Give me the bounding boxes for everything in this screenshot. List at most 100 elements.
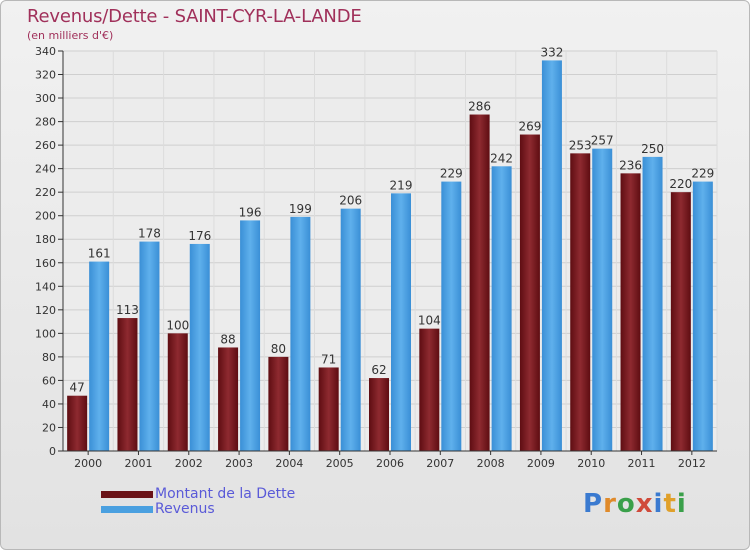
legend-label-debt: Montant de la Dette [155, 486, 296, 502]
data-label-debt-2009: 269 [518, 120, 541, 134]
data-label-debt-2002: 100 [166, 318, 189, 332]
data-label-debt-2006: 62 [371, 363, 386, 377]
y-tick-label: 280 [35, 116, 56, 129]
x-tick-label: 2004 [275, 457, 303, 470]
bar-revenus-2006 [391, 193, 411, 451]
data-label-revenus-2009: 332 [540, 45, 563, 59]
data-label-revenus-2011: 250 [641, 142, 664, 156]
logo-letter: x [635, 489, 654, 519]
y-tick-label: 240 [35, 163, 56, 176]
x-tick-label: 2012 [678, 457, 706, 470]
logo-letter: r [603, 489, 617, 519]
y-tick-label: 200 [35, 210, 56, 223]
data-label-revenus-2012: 229 [691, 167, 714, 181]
x-tick-label: 2010 [577, 457, 605, 470]
y-tick-label: 0 [49, 445, 56, 458]
bar-debt-2006 [369, 378, 389, 451]
bar-revenus-2011 [642, 156, 663, 451]
chart-subtitle: (en milliers d'€) [27, 29, 114, 42]
bar-debt-2001 [117, 318, 138, 451]
y-tick-label: 180 [35, 233, 56, 246]
y-tick-label: 220 [35, 186, 56, 199]
data-label-debt-2010: 253 [569, 138, 592, 152]
logo-letter: P [583, 489, 604, 519]
legend-label-revenus: Revenus [155, 501, 215, 517]
bar-debt-2010 [570, 153, 591, 451]
bar-revenus-2001 [139, 241, 160, 451]
data-label-revenus-2001: 178 [138, 227, 161, 241]
logo-letter: i [653, 489, 664, 519]
legend-item-debt: Montant de la Dette [101, 486, 296, 502]
data-label-debt-2003: 88 [220, 332, 235, 346]
data-label-debt-2001: 113 [116, 303, 139, 317]
data-label-debt-2000: 47 [70, 381, 85, 395]
bar-revenus-2009 [541, 60, 562, 451]
data-label-debt-2008: 286 [468, 100, 491, 114]
proxiti-logo: Proxiti [583, 489, 687, 519]
data-label-debt-2004: 80 [271, 342, 286, 356]
legend-swatch-debt [101, 490, 153, 498]
logo-letter: t [663, 489, 677, 519]
data-label-revenus-2000: 161 [88, 247, 111, 261]
bar-debt-2000 [67, 395, 88, 451]
plot-area [63, 51, 717, 451]
y-tick-label: 340 [35, 45, 56, 58]
y-tick-label: 60 [42, 374, 56, 387]
bar-debt-2003 [218, 347, 239, 451]
x-tick-label: 2008 [477, 457, 505, 470]
y-tick-label: 300 [35, 92, 56, 105]
bar-debt-2009 [519, 134, 540, 451]
bar-revenus-2003 [240, 220, 261, 451]
y-tick-label: 20 [42, 421, 56, 434]
data-label-revenus-2010: 257 [591, 134, 614, 148]
data-label-revenus-2002: 176 [188, 229, 211, 243]
bars [67, 60, 713, 452]
data-label-revenus-2006: 219 [390, 178, 413, 192]
bar-debt-2002 [167, 333, 188, 451]
bar-debt-2007 [419, 328, 440, 451]
bar-debt-2005 [318, 367, 339, 451]
legend-swatch-revenus [101, 505, 153, 513]
bar-revenus-2005 [340, 208, 361, 451]
x-tick-label: 2005 [326, 457, 354, 470]
bar-revenus-2010 [592, 148, 613, 451]
data-label-revenus-2008: 242 [490, 151, 513, 165]
chart-title: Revenus/Dette - SAINT-CYR-LA-LANDE [27, 6, 362, 27]
x-tick-label: 2001 [124, 457, 152, 470]
data-label-debt-2005: 71 [321, 352, 336, 366]
data-labels: 47 161 113 178 100 176 88 196 80 199 71 206 62 219 104… [70, 45, 715, 394]
y-tick-label: 100 [35, 327, 56, 340]
bar-debt-2011 [620, 173, 641, 451]
bar-revenus-2008 [491, 166, 512, 451]
y-tick-label: 260 [35, 139, 56, 152]
logo-letter: i [676, 489, 687, 519]
bar-revenus-2012 [692, 181, 713, 451]
bar-revenus-2002 [189, 243, 210, 451]
bar-revenus-2004 [290, 216, 311, 451]
data-label-revenus-2004: 199 [289, 202, 312, 216]
bar-debt-2012 [670, 192, 691, 452]
y-tick-label: 80 [42, 351, 56, 364]
x-tick-label: 2006 [376, 457, 404, 470]
x-tick-label: 2009 [527, 457, 555, 470]
data-label-debt-2011: 236 [619, 158, 642, 172]
bar-revenus-2000 [89, 261, 110, 451]
y-tick-label: 40 [42, 398, 56, 411]
data-label-revenus-2005: 206 [339, 194, 362, 208]
grid-lines [62, 50, 718, 452]
data-label-revenus-2007: 229 [440, 167, 463, 181]
x-tick-label: 2007 [426, 457, 454, 470]
bar-debt-2004 [268, 356, 289, 451]
bar-revenus-2007 [441, 181, 462, 451]
x-tick-label: 2000 [74, 457, 102, 470]
data-label-debt-2012: 220 [669, 177, 692, 191]
y-tick-label: 140 [35, 280, 56, 293]
x-tick-label: 2003 [225, 457, 253, 470]
axes: 0 20 40 60 80 100 120 140 160 180 200 220 240 260 280 3… [35, 45, 717, 470]
x-tick-label: 2002 [175, 457, 203, 470]
y-tick-label: 320 [35, 69, 56, 82]
legend-item-revenus: Revenus [101, 501, 215, 517]
y-tick-label: 160 [35, 257, 56, 270]
